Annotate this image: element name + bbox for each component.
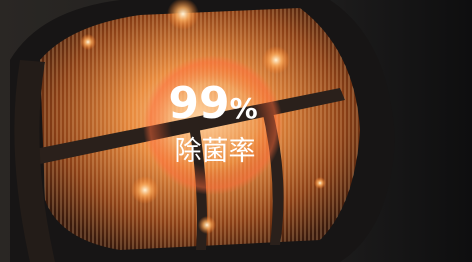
spark xyxy=(314,177,326,189)
stat-number: 99 xyxy=(168,78,229,129)
page: 99% 除菌率 xyxy=(0,0,472,262)
stat-caption: 除菌率 xyxy=(175,136,256,167)
scene: 99% 除菌率 xyxy=(0,0,472,262)
stat-unit: % xyxy=(230,92,258,125)
spark xyxy=(131,176,159,204)
spark xyxy=(80,34,96,50)
spark xyxy=(198,216,216,234)
spark xyxy=(262,46,290,74)
